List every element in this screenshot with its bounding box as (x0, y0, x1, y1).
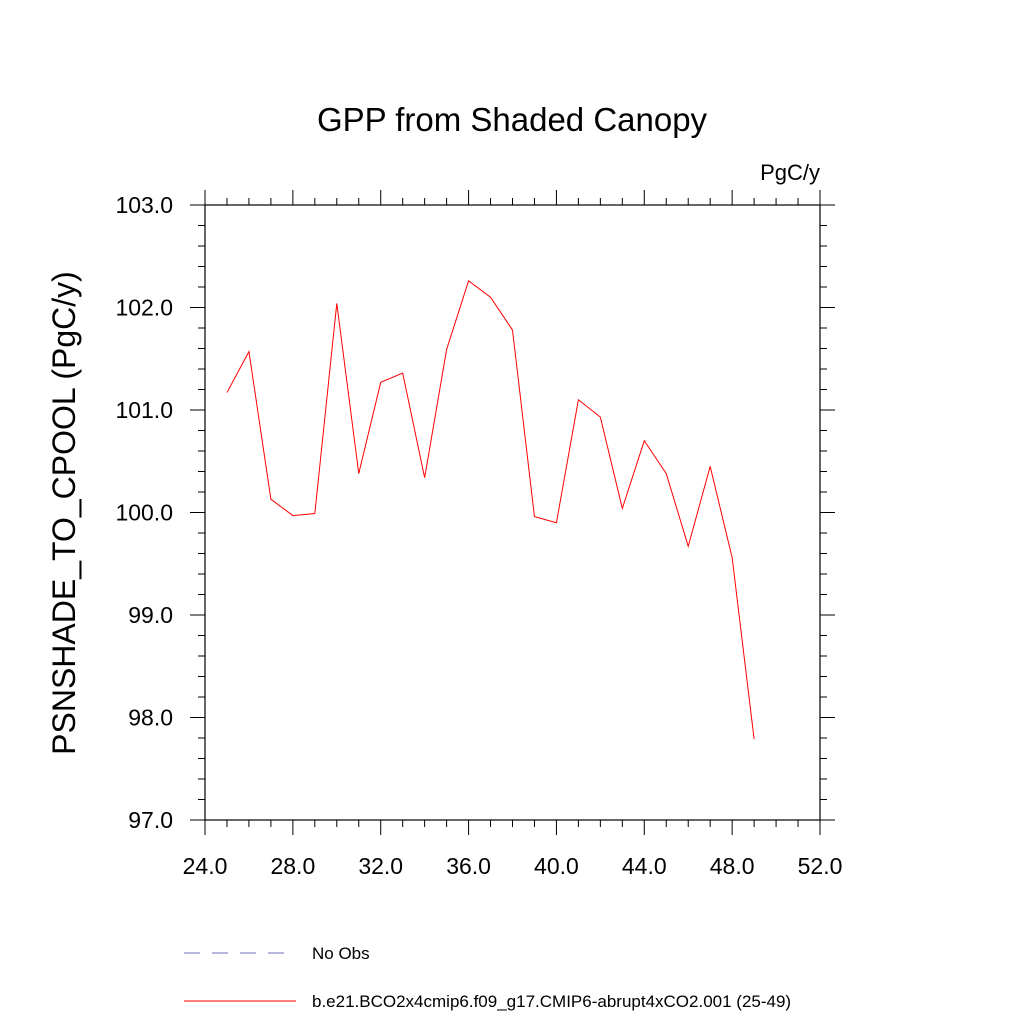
data-point (446, 349, 447, 350)
data-series (226, 280, 755, 740)
data-point (732, 557, 733, 558)
data-point (688, 546, 689, 547)
data-point (358, 473, 359, 474)
x-tick-label: 24.0 (183, 853, 228, 879)
data-point (292, 515, 293, 516)
data-point (468, 280, 469, 281)
legend-label-model: b.e21.BCO2x4cmip6.f09_g17.CMIP6-abrupt4x… (312, 992, 791, 1011)
data-point (556, 522, 557, 523)
legend-label-no-obs: No Obs (312, 944, 370, 963)
x-tick-label: 36.0 (446, 853, 491, 879)
x-tick-label: 28.0 (270, 853, 315, 879)
units-label: PgC/y (760, 160, 820, 185)
data-point (270, 499, 271, 500)
axis-ticks (190, 190, 835, 835)
data-point (600, 417, 601, 418)
y-tick-label: 101.0 (115, 397, 173, 423)
series-line (226, 280, 755, 740)
data-point (644, 440, 645, 441)
y-axis-label: PSNSHADE_TO_CPOOL (PgC/y) (46, 271, 82, 755)
plot-frame (204, 204, 821, 821)
data-point (380, 382, 381, 383)
data-point (512, 330, 513, 331)
chart-title: GPP from Shaded Canopy (317, 101, 708, 138)
data-point (402, 373, 403, 374)
x-tick-label: 48.0 (710, 853, 755, 879)
y-tick-label: 103.0 (115, 192, 173, 218)
data-point (424, 477, 425, 478)
data-point (534, 516, 535, 517)
data-point (754, 739, 755, 740)
data-point (248, 351, 249, 352)
data-point (710, 466, 711, 467)
x-tick-label: 32.0 (358, 853, 403, 879)
data-point (622, 508, 623, 509)
data-point (336, 303, 337, 304)
legend: No Obs b.e21.BCO2x4cmip6.f09_g17.CMIP6-a… (184, 944, 791, 1011)
y-tick-label: 100.0 (115, 500, 173, 526)
x-tick-label: 44.0 (622, 853, 667, 879)
x-tick-label: 52.0 (798, 853, 843, 879)
data-point (490, 297, 491, 298)
x-tick-label: 40.0 (534, 853, 579, 879)
y-tick-labels: 97.0 98.0 99.0 100.0 101.0 102.0 103.0 (115, 192, 173, 833)
y-tick-label: 102.0 (115, 295, 173, 321)
x-tick-labels: 24.0 28.0 32.0 36.0 40.0 44.0 48.0 52.0 (183, 853, 843, 879)
data-point (666, 473, 667, 474)
data-point (226, 392, 227, 393)
data-point (314, 513, 315, 514)
y-tick-label: 99.0 (128, 602, 173, 628)
y-tick-label: 97.0 (128, 807, 173, 833)
data-point (578, 399, 579, 400)
y-tick-label: 98.0 (128, 705, 173, 731)
